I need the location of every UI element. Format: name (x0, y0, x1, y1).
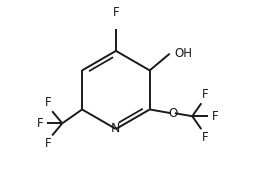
Text: O: O (168, 107, 177, 120)
Text: OH: OH (174, 47, 192, 60)
Text: F: F (202, 88, 209, 101)
Text: F: F (212, 110, 218, 123)
Text: F: F (202, 131, 209, 144)
Text: F: F (45, 137, 51, 150)
Text: F: F (113, 6, 119, 19)
Text: F: F (37, 117, 43, 130)
Text: N: N (111, 122, 121, 135)
Text: F: F (45, 96, 51, 109)
